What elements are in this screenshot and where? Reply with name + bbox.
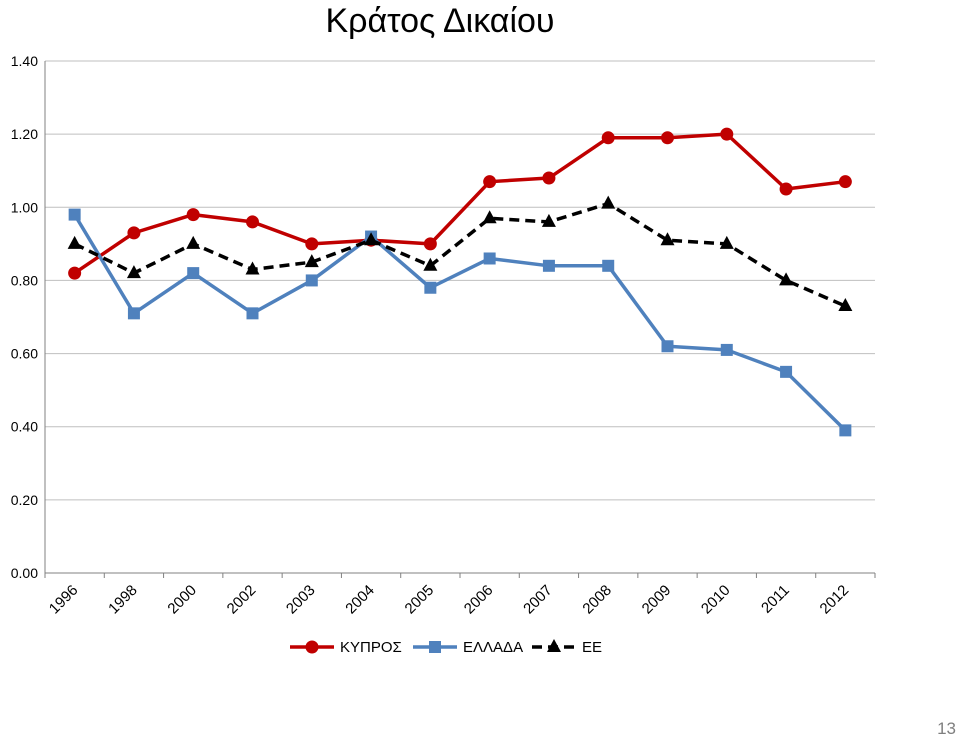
- data-point: [482, 210, 497, 224]
- data-point: [542, 259, 555, 272]
- x-tick-label: 2003: [283, 582, 319, 618]
- y-tick-label: 0.40: [11, 419, 38, 435]
- x-tick-label: 1996: [46, 582, 82, 618]
- legend: ΚΥΠΡΟΣ ΕΛΛΑΔΑ ΕΕ: [290, 639, 602, 656]
- data-point: [245, 261, 260, 275]
- data-point: [839, 424, 852, 437]
- data-point: [186, 235, 201, 249]
- gridlines: [45, 60, 875, 501]
- y-tick-label: 1.40: [11, 53, 38, 69]
- data-point: [186, 208, 200, 222]
- legend-label: ΕΛΛΑΔΑ: [463, 639, 523, 656]
- x-tick-label: 1998: [105, 582, 141, 618]
- y-tick-label: 0.20: [11, 492, 38, 508]
- data-point: [542, 171, 556, 185]
- data-point: [246, 307, 259, 320]
- data-point: [364, 232, 379, 246]
- series-group: [67, 127, 853, 437]
- data-point: [661, 340, 674, 353]
- data-point: [305, 274, 318, 287]
- chart-title: Κράτος Δικαίου: [325, 2, 554, 40]
- series-line: [73, 132, 846, 275]
- series-2: [67, 195, 853, 312]
- x-tick-label: 2010: [698, 582, 734, 618]
- data-point: [541, 213, 556, 227]
- data-point: [779, 182, 793, 196]
- data-point: [424, 281, 437, 294]
- data-point: [779, 272, 794, 286]
- legend-item: ΚΥΠΡΟΣ: [290, 639, 402, 656]
- data-point: [719, 235, 734, 249]
- y-axis-ticks: 0.00 0.20 0.40 0.60 0.80 1.00 1.20 1.40: [11, 53, 38, 581]
- data-point: [423, 237, 437, 251]
- data-point: [601, 195, 616, 209]
- data-point: [661, 131, 674, 145]
- data-point: [304, 254, 319, 268]
- y-tick-label: 0.00: [11, 565, 38, 581]
- data-point: [246, 215, 259, 229]
- data-point: [483, 252, 496, 265]
- x-tick-label: 2008: [579, 582, 615, 618]
- data-point: [838, 298, 853, 312]
- legend-label: ΕΕ: [582, 639, 602, 656]
- data-point: [305, 237, 319, 251]
- series-0: [68, 127, 852, 280]
- series-line: [73, 213, 847, 432]
- x-tick-label: 2011: [758, 582, 793, 617]
- data-point: [68, 208, 81, 221]
- data-point: [720, 127, 734, 141]
- y-tick-label: 1.00: [11, 199, 38, 215]
- data-point: [68, 266, 82, 280]
- data-point: [720, 343, 733, 356]
- data-point: [127, 307, 140, 320]
- data-point: [187, 267, 200, 280]
- x-tick-label: 2009: [639, 582, 675, 618]
- data-point: [780, 365, 793, 378]
- data-point: [305, 640, 319, 654]
- series-line: [73, 201, 847, 308]
- x-tick-label: 2000: [164, 582, 200, 618]
- legend-item: ΕΛΛΑΔΑ: [413, 639, 523, 656]
- data-point: [423, 257, 438, 271]
- x-tick-label: 2012: [817, 582, 853, 618]
- data-point: [126, 265, 141, 279]
- x-tick-label: 2007: [520, 582, 556, 618]
- y-tick-label: 0.80: [11, 272, 38, 288]
- x-tick-label: 2006: [461, 582, 497, 618]
- x-axis-ticks: 1996 1998 2000 2002 2003 2004 2005 2006 2007 2008…: [46, 582, 852, 618]
- data-point: [483, 175, 497, 189]
- x-tick-label: 2004: [342, 582, 378, 618]
- page-number: 13: [937, 719, 956, 738]
- x-tick-label: 2005: [402, 582, 438, 618]
- axes: [44, 61, 876, 578]
- data-point: [601, 131, 615, 145]
- data-point: [67, 235, 82, 249]
- legend-item: ΕΕ: [532, 639, 602, 656]
- data-point: [547, 639, 561, 652]
- data-point: [602, 259, 615, 272]
- x-tick-label: 2002: [224, 582, 260, 618]
- series-1: [68, 208, 852, 437]
- y-tick-label: 1.20: [11, 126, 38, 142]
- data-point: [660, 232, 675, 246]
- data-point: [429, 641, 441, 653]
- data-point: [127, 226, 141, 240]
- y-tick-label: 0.60: [11, 346, 38, 362]
- data-point: [838, 175, 852, 189]
- legend-label: ΚΥΠΡΟΣ: [340, 639, 402, 656]
